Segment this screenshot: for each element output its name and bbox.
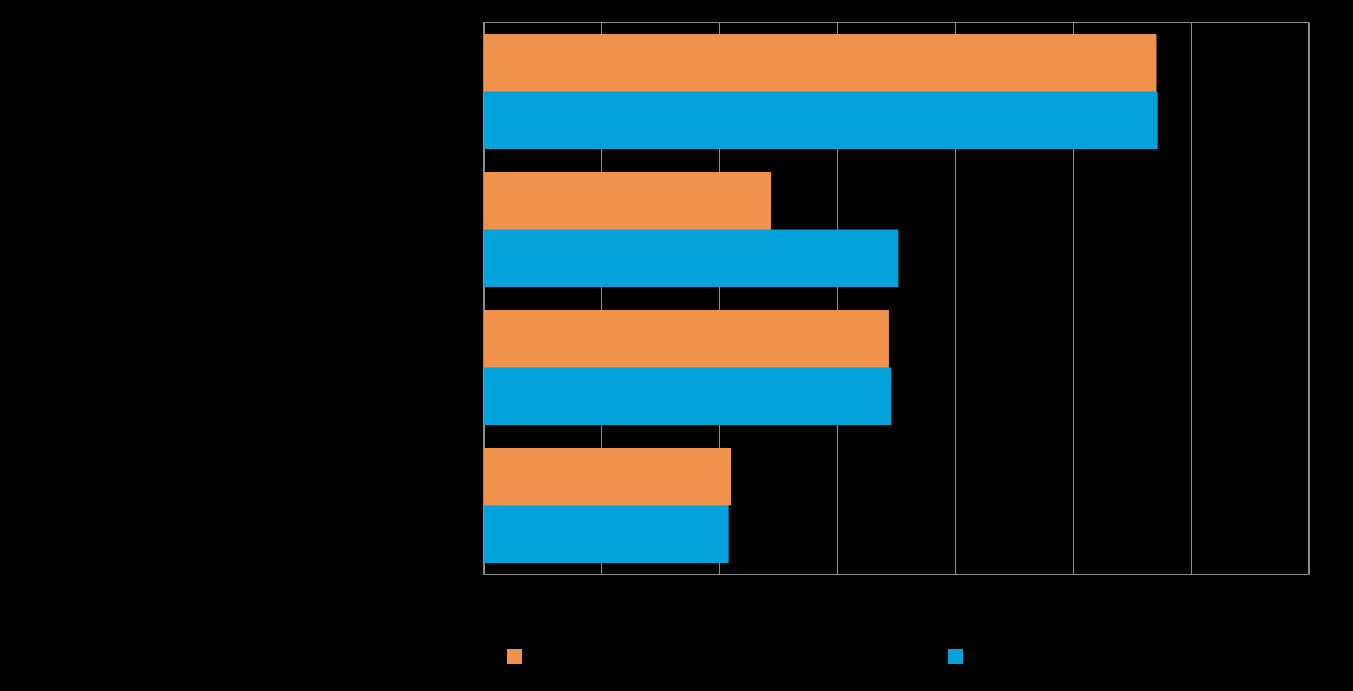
bar-series1-category4 [483, 448, 731, 506]
legend-marker-series1 [507, 649, 522, 664]
bar-series2-category4 [483, 505, 729, 563]
legend-marker-series2 [948, 649, 963, 664]
bar-series1-category1 [483, 34, 1157, 92]
bar-series2-category3 [483, 367, 892, 425]
bar-layer [483, 34, 1158, 563]
bar-series1-category2 [483, 172, 772, 230]
plot-frame [483, 22, 1309, 575]
bar-series1-category3 [483, 310, 889, 368]
bar-series2-category1 [483, 91, 1158, 149]
bar-series2-category2 [483, 229, 899, 287]
legend [507, 649, 963, 664]
